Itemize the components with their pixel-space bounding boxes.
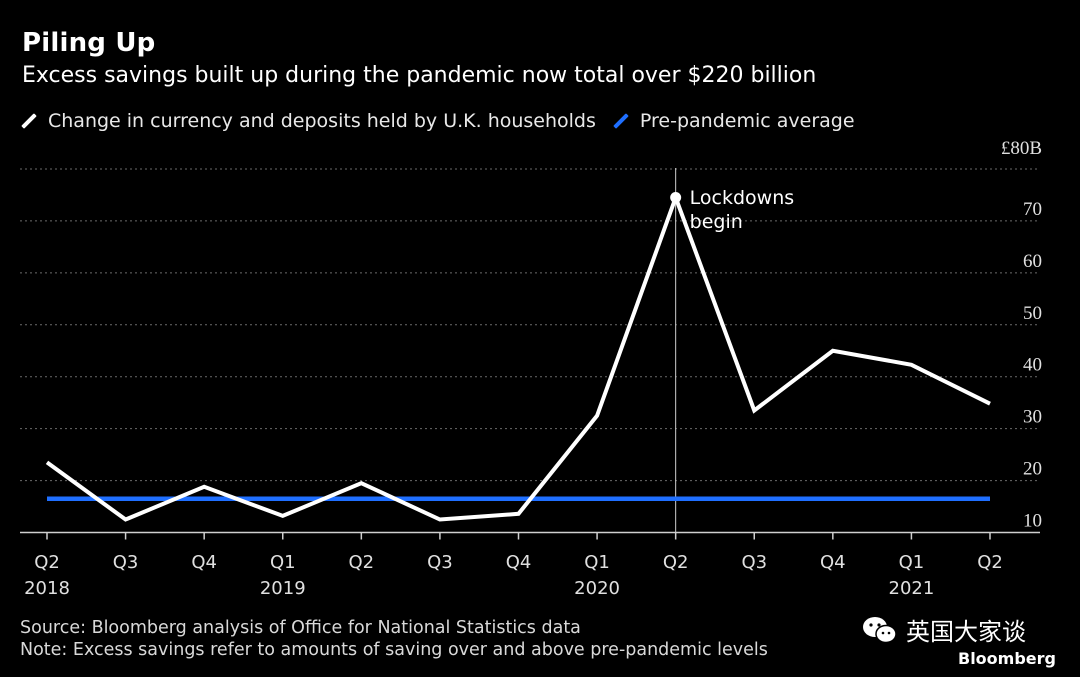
x-tick-label-7: Q1 bbox=[584, 552, 610, 573]
y-tick-label-20: 20 bbox=[1023, 459, 1042, 480]
x-tick-label-11: Q1 bbox=[899, 552, 925, 573]
annotation-label-line1: Lockdowns bbox=[690, 187, 795, 209]
y-tick-label-50: 50 bbox=[1023, 303, 1042, 324]
x-tick-label-4: Q2 bbox=[349, 552, 375, 573]
brand-text: 英国大家谈 bbox=[906, 618, 1026, 646]
legend-label-average: Pre-pandemic average bbox=[639, 110, 855, 132]
x-year-label-2019: 2019 bbox=[260, 578, 306, 599]
chart-subtitle: Excess savings built up during the pande… bbox=[22, 63, 817, 88]
x-tick-label-6: Q4 bbox=[506, 552, 532, 573]
y-tick-label-70: 70 bbox=[1023, 199, 1042, 220]
legend-item-average: Pre-pandemic average bbox=[612, 110, 855, 132]
y-tick-label-40: 40 bbox=[1023, 355, 1042, 376]
x-year-label-2020: 2020 bbox=[574, 578, 620, 599]
y-tick-label-10: 10 bbox=[1023, 511, 1042, 532]
x-tick-label-0: Q2 bbox=[34, 552, 60, 573]
x-tick-label-12: Q2 bbox=[977, 552, 1003, 573]
legend: Change in currency and deposits held by … bbox=[20, 110, 871, 132]
x-tick-label-3: Q1 bbox=[270, 552, 296, 573]
annotation-label-line2: begin bbox=[690, 211, 743, 233]
legend-item-households: Change in currency and deposits held by … bbox=[20, 110, 596, 132]
y-tick-label-60: 60 bbox=[1023, 251, 1042, 272]
x-tick-label-2: Q4 bbox=[191, 552, 217, 573]
y-tick-label-30: 30 bbox=[1023, 407, 1042, 428]
source-note: Source: Bloomberg analysis of Office for… bbox=[20, 618, 581, 638]
brand-watermark: 英国大家谈 bbox=[862, 612, 1026, 647]
footnote: Note: Excess savings refer to amounts of… bbox=[20, 640, 768, 660]
x-tick-label-1: Q3 bbox=[113, 552, 139, 573]
x-year-label-2018: 2018 bbox=[24, 578, 70, 599]
x-tick-label-9: Q3 bbox=[741, 552, 767, 573]
wechat-icon bbox=[863, 616, 897, 643]
x-tick-label-8: Q2 bbox=[663, 552, 689, 573]
series-line-households bbox=[45, 191, 991, 522]
x-tick-label-5: Q3 bbox=[427, 552, 453, 573]
x-tick-label-10: Q4 bbox=[820, 552, 846, 573]
x-year-label-2021: 2021 bbox=[889, 578, 935, 599]
y-tick-label-80: £80B bbox=[1001, 138, 1042, 159]
legend-label-households: Change in currency and deposits held by … bbox=[48, 110, 596, 132]
bloomberg-logo: Bloomberg bbox=[958, 649, 1056, 668]
chart-title: Piling Up bbox=[22, 28, 156, 58]
annotation-marker bbox=[670, 192, 682, 204]
